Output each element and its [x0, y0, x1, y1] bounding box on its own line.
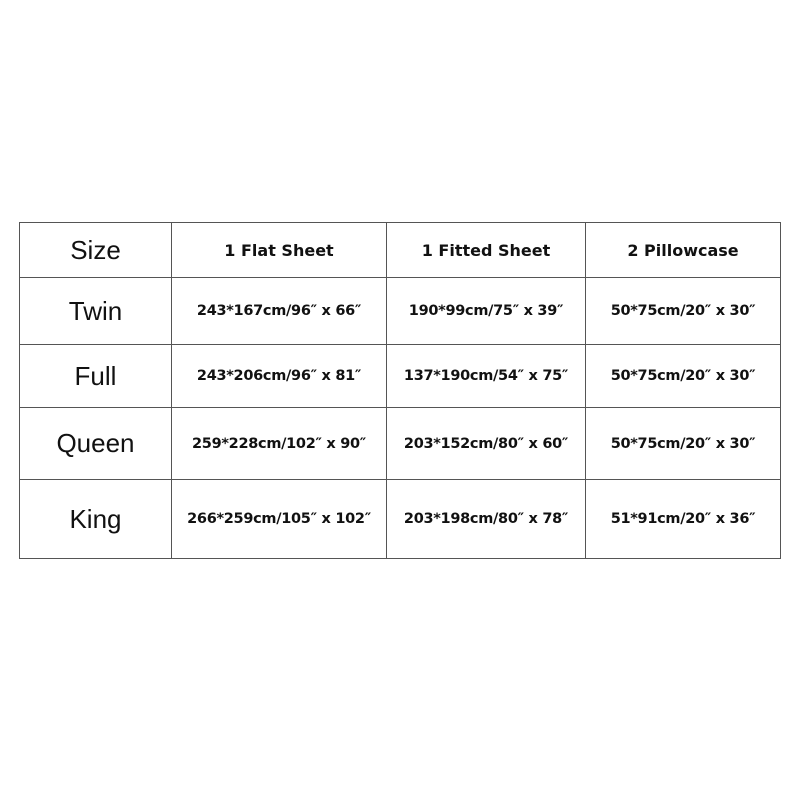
flat-sheet-cell: 243*206cm/96″ x 81″ — [171, 344, 387, 408]
pillowcase-cell: 50*75cm/20″ x 30″ — [585, 344, 781, 408]
header-row: Size 1 Flat Sheet 1 Fitted Sheet 2 Pillo… — [19, 222, 781, 278]
fitted-sheet-cell: 203*198cm/80″ x 78″ — [386, 479, 586, 559]
fitted-sheet-cell: 203*152cm/80″ x 60″ — [386, 407, 586, 480]
header-size: Size — [19, 222, 172, 278]
table-row: Queen 259*228cm/102″ x 90″ 203*152cm/80″… — [19, 407, 781, 480]
flat-sheet-cell: 243*167cm/96″ x 66″ — [171, 277, 387, 345]
table-row: Twin 243*167cm/96″ x 66″ 190*99cm/75″ x … — [19, 277, 781, 345]
header-flat-sheet: 1 Flat Sheet — [171, 222, 387, 278]
fitted-sheet-cell: 190*99cm/75″ x 39″ — [386, 277, 586, 345]
pillowcase-cell: 51*91cm/20″ x 36″ — [585, 479, 781, 559]
fitted-sheet-cell: 137*190cm/54″ x 75″ — [386, 344, 586, 408]
size-cell: Full — [19, 344, 172, 408]
size-cell: Twin — [19, 277, 172, 345]
table-row: King 266*259cm/105″ x 102″ 203*198cm/80″… — [19, 479, 781, 559]
header-fitted-sheet: 1 Fitted Sheet — [386, 222, 586, 278]
flat-sheet-cell: 259*228cm/102″ x 90″ — [171, 407, 387, 480]
size-cell: Queen — [19, 407, 172, 480]
pillowcase-cell: 50*75cm/20″ x 30″ — [585, 407, 781, 480]
header-pillowcase: 2 Pillowcase — [585, 222, 781, 278]
table-row: Full 243*206cm/96″ x 81″ 137*190cm/54″ x… — [19, 344, 781, 408]
size-cell: King — [19, 479, 172, 559]
pillowcase-cell: 50*75cm/20″ x 30″ — [585, 277, 781, 345]
flat-sheet-cell: 266*259cm/105″ x 102″ — [171, 479, 387, 559]
size-chart-table: Size 1 Flat Sheet 1 Fitted Sheet 2 Pillo… — [19, 222, 781, 559]
